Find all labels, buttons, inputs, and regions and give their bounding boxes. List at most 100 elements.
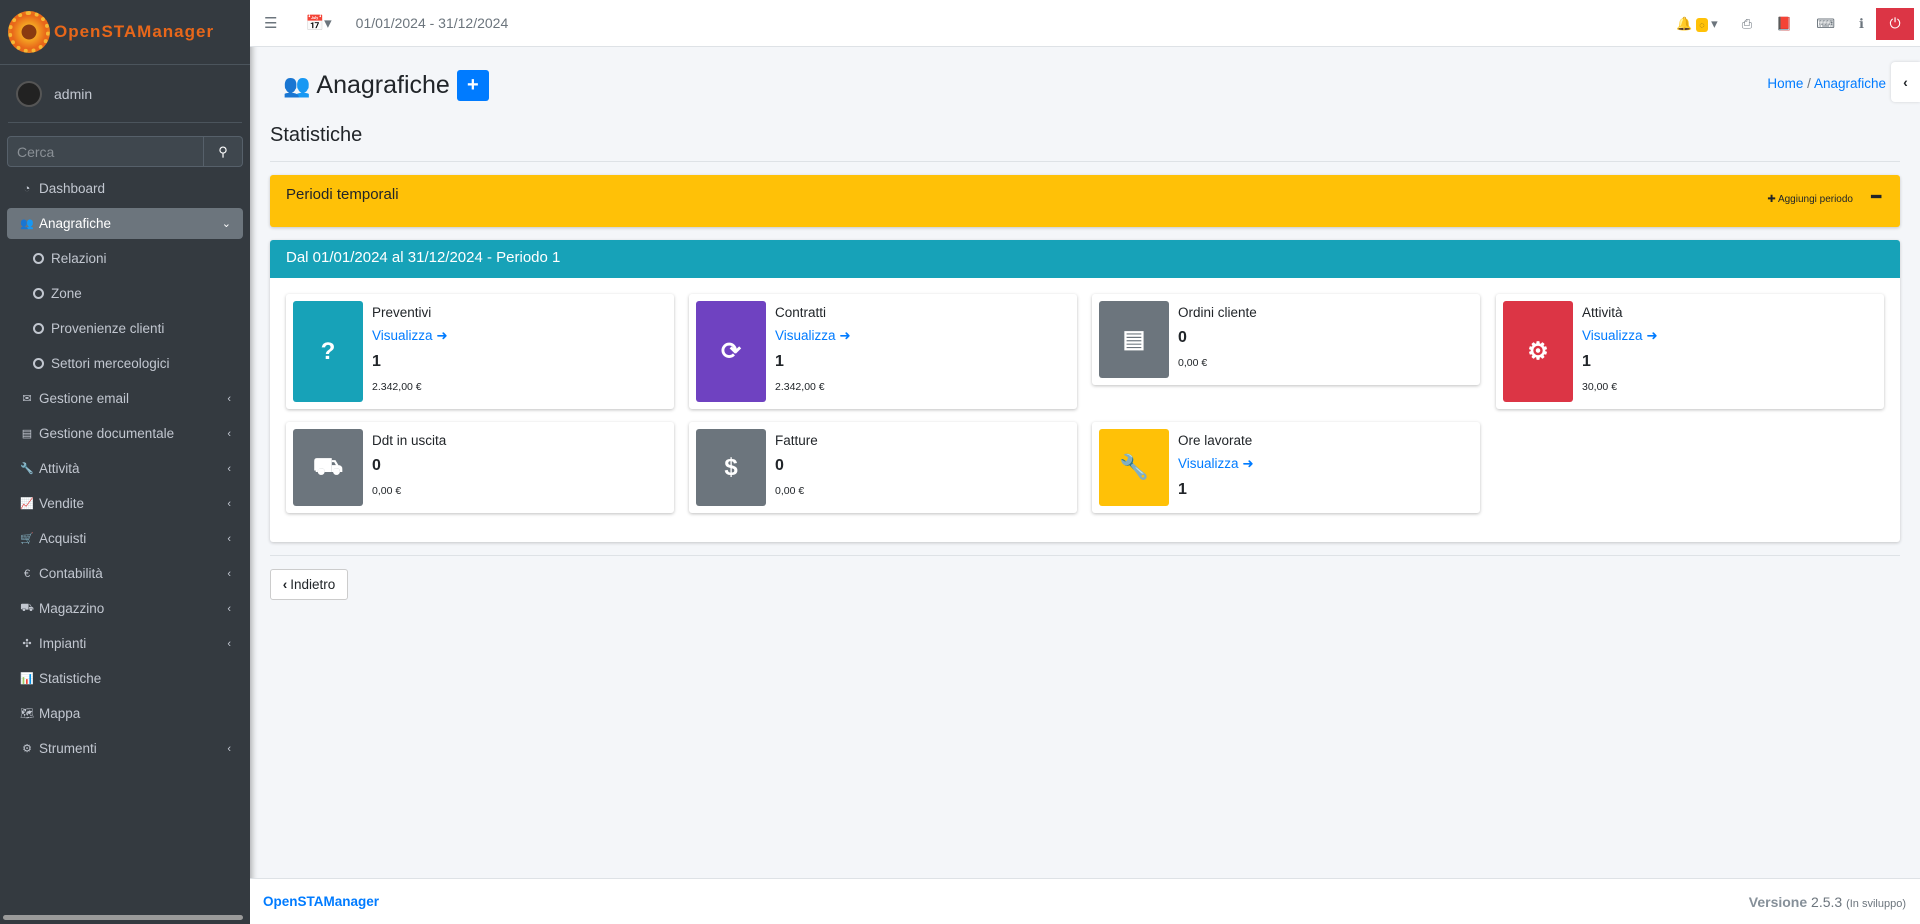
sidebar-item-dashboard[interactable]: ◔ Dashboard bbox=[7, 173, 243, 204]
search-input[interactable] bbox=[7, 136, 204, 167]
view-link-label: Visualizza bbox=[372, 328, 433, 343]
breadcrumb-anagrafiche[interactable]: Anagrafiche bbox=[1813, 76, 1886, 91]
sidebar-item-impianti[interactable]: ✣ Impianti ‹ bbox=[7, 628, 243, 659]
arrow-circle-right-icon: ➜ bbox=[839, 328, 851, 343]
card-icon: ⟳ bbox=[696, 301, 766, 402]
puzzle-icon: ✣ bbox=[22, 638, 32, 650]
card-label: Preventivi bbox=[372, 305, 432, 320]
keyboard-icon[interactable]: ⌨ bbox=[1816, 15, 1836, 31]
page-header: 👥 Anagrafiche + bbox=[283, 70, 489, 101]
chevron-left-icon: ‹ bbox=[227, 427, 231, 440]
sidebar-item-label: Mappa bbox=[39, 706, 81, 721]
sidebar-item-acquisti[interactable]: 🛒 Acquisti ‹ bbox=[7, 523, 243, 554]
sidebar-item-label: Dashboard bbox=[39, 181, 106, 196]
power-icon: ⏻ bbox=[1889, 15, 1901, 31]
sidebar-item-attivit-[interactable]: 🔧 Attività ‹ bbox=[7, 453, 243, 484]
back-button[interactable]: ‹ Indietro bbox=[270, 569, 348, 600]
breadcrumb: Home / Anagrafiche bbox=[1767, 76, 1886, 91]
view-link[interactable]: Visualizza ➜ bbox=[372, 328, 448, 344]
menu-toggle-icon[interactable]: ☰ bbox=[264, 15, 278, 32]
sidebar-item-vendite[interactable]: 📈 Vendite ‹ bbox=[7, 488, 243, 519]
card-label: Fatture bbox=[775, 433, 818, 448]
envelope-icon: ✉ bbox=[22, 393, 32, 405]
map-icon: 🗺 bbox=[20, 708, 34, 720]
sidebar-search: ⚲ bbox=[7, 136, 243, 167]
chart-line-icon: 📈 bbox=[20, 498, 34, 510]
view-link-label: Visualizza bbox=[1178, 456, 1239, 471]
book-icon[interactable]: 📕 bbox=[1776, 15, 1793, 31]
card-icon: ⚙ bbox=[1503, 301, 1573, 402]
sidebar-item-label: Magazzino bbox=[39, 601, 105, 616]
cog-icon: ⚙ bbox=[22, 743, 32, 755]
chevron-left-icon: ‹ bbox=[282, 577, 288, 592]
stat-card-contratti: ⟳ Contratti Visualizza ➜ 1 2.342,00 € bbox=[689, 294, 1077, 409]
user-panel[interactable]: admin bbox=[8, 65, 242, 123]
file-icon: ▤ bbox=[21, 428, 33, 440]
circle-icon bbox=[33, 358, 44, 369]
card-value: 1 bbox=[1582, 353, 1591, 370]
notifications-button[interactable]: 🔔 ◌ ▾ bbox=[1676, 15, 1718, 32]
print-icon[interactable]: ⎙ bbox=[1741, 15, 1753, 31]
sidebar-item-gestione-documentale[interactable]: ▤ Gestione documentale ‹ bbox=[7, 418, 243, 449]
view-link[interactable]: Visualizza ➜ bbox=[775, 328, 851, 344]
sidebar-item-contabilit-[interactable]: € Contabilità ‹ bbox=[7, 558, 243, 589]
stat-card-ordini-cliente: ▤ Ordini cliente 0 0,00 € bbox=[1092, 294, 1480, 385]
view-link[interactable]: Visualizza ➜ bbox=[1178, 456, 1254, 472]
page-title: Anagrafiche bbox=[316, 71, 450, 99]
truck-icon: ⛟ bbox=[20, 601, 34, 614]
chevron-left-icon: ‹ bbox=[227, 602, 231, 615]
sidebar-item-zone[interactable]: Zone bbox=[7, 278, 243, 309]
card-amount: 0,00 € bbox=[775, 485, 805, 497]
add-button[interactable]: + bbox=[456, 70, 489, 101]
sidebar-item-mappa[interactable]: 🗺 Mappa bbox=[7, 698, 243, 729]
sidebar-scrollbar[interactable] bbox=[3, 915, 243, 920]
calendar-icon[interactable]: 📅▾ bbox=[305, 15, 332, 32]
stat-card-preventivi: ? Preventivi Visualizza ➜ 1 2.342,00 € bbox=[286, 294, 674, 409]
view-link[interactable]: Visualizza ➜ bbox=[1582, 328, 1658, 344]
sidebar-item-relazioni[interactable]: Relazioni bbox=[7, 243, 243, 274]
sidebar-item-provenienze-clienti[interactable]: Provenienze clienti bbox=[7, 313, 243, 344]
search-icon: ⚲ bbox=[218, 143, 228, 159]
logo-gear-icon bbox=[8, 11, 50, 53]
logout-button[interactable]: ⏻ bbox=[1876, 7, 1914, 40]
sidebar-item-magazzino[interactable]: ⛟ Magazzino ‹ bbox=[7, 593, 243, 624]
euro-icon: € bbox=[23, 567, 31, 580]
add-period-button[interactable]: ✚ Aggiungi periodo bbox=[1767, 194, 1853, 205]
sidebar-item-label: Vendite bbox=[39, 496, 85, 511]
add-period-label: Aggiungi periodo bbox=[1777, 194, 1853, 205]
card-icon: ⛟ bbox=[293, 429, 363, 506]
sidebar-nav: ◔ Dashboard 👥 Anagrafiche ⌄ Relazioni Zone Prov… bbox=[0, 173, 250, 764]
chevron-left-icon: ‹ bbox=[227, 462, 231, 475]
sidebar-item-label: Gestione email bbox=[39, 391, 130, 406]
sidebar-item-statistiche[interactable]: 📊 Statistiche bbox=[7, 663, 243, 694]
footer-brand-link[interactable]: OpenSTAManager bbox=[263, 894, 380, 909]
circle-icon bbox=[33, 323, 44, 334]
sidebar-item-settori-merceologici[interactable]: Settori merceologici bbox=[7, 348, 243, 379]
info-icon[interactable]: ℹ bbox=[1859, 15, 1864, 31]
sidebar-item-label: Contabilità bbox=[39, 566, 103, 581]
version-label: Versione bbox=[1748, 893, 1808, 910]
cart-icon: 🛒 bbox=[20, 533, 34, 545]
card-value: 1 bbox=[1178, 481, 1187, 498]
sidebar-item-strumenti[interactable]: ⚙ Strumenti ‹ bbox=[7, 733, 243, 764]
card-amount: 30,00 € bbox=[1582, 381, 1618, 393]
sidebar-item-label: Gestione documentale bbox=[39, 426, 175, 441]
sidebar-item-label: Anagrafiche bbox=[39, 216, 112, 231]
arrow-circle-right-icon: ➜ bbox=[1242, 456, 1254, 471]
card-amount: 0,00 € bbox=[372, 485, 402, 497]
logo[interactable]: OpenSTAManager bbox=[0, 0, 250, 65]
date-range[interactable]: 01/01/2024 - 31/12/2024 bbox=[355, 15, 509, 31]
control-sidebar-toggle[interactable]: ‹ bbox=[1891, 62, 1920, 102]
sidebar: OpenSTAManager admin ⚲ ◔ Dashboard 👥 Anagra… bbox=[0, 0, 250, 924]
search-button[interactable]: ⚲ bbox=[204, 136, 243, 167]
sidebar-item-anagrafiche[interactable]: 👥 Anagrafiche ⌄ bbox=[7, 208, 243, 239]
stat-card-ore-lavorate: 🔧 Ore lavorate Visualizza ➜ 1 bbox=[1092, 422, 1480, 513]
breadcrumb-home[interactable]: Home bbox=[1767, 76, 1804, 91]
dashboard-icon: ◔ bbox=[23, 182, 31, 195]
collapse-minus-icon[interactable]: ━ bbox=[1871, 189, 1881, 206]
sidebar-item-gestione-email[interactable]: ✉ Gestione email ‹ bbox=[7, 383, 243, 414]
back-label: Indietro bbox=[290, 577, 336, 592]
bar-chart-icon: 📊 bbox=[20, 673, 34, 685]
card-icon: $ bbox=[696, 429, 766, 506]
card-amount: 0,00 € bbox=[1178, 357, 1208, 369]
